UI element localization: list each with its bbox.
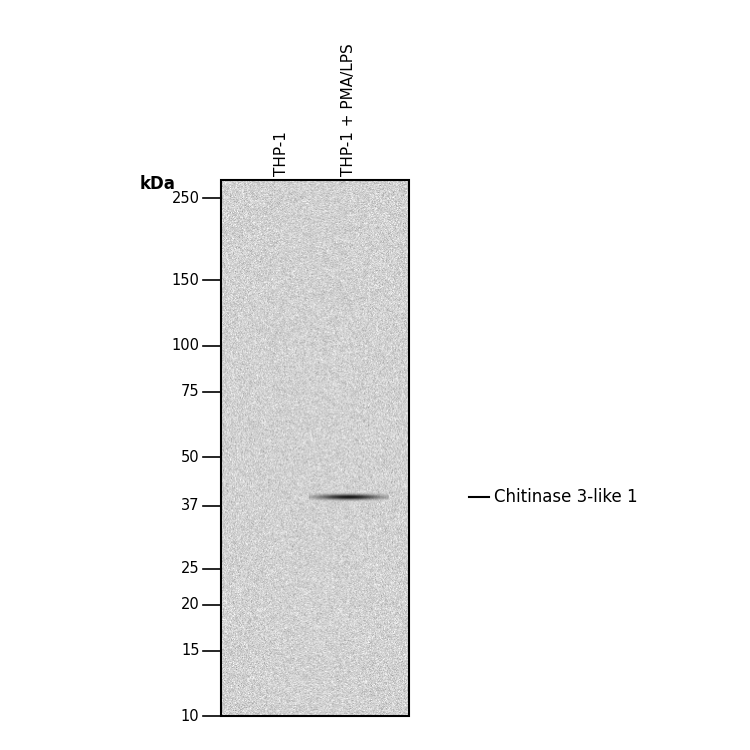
Text: Chitinase 3-like 1: Chitinase 3-like 1 (494, 488, 638, 506)
Text: 100: 100 (172, 338, 200, 353)
Text: kDa: kDa (140, 175, 176, 193)
Text: 75: 75 (181, 385, 200, 400)
Text: 10: 10 (181, 709, 200, 724)
Text: 250: 250 (172, 190, 200, 206)
Text: 150: 150 (172, 273, 200, 288)
Text: 50: 50 (181, 450, 200, 465)
Text: 20: 20 (181, 597, 200, 612)
Bar (221, 180, 409, 716)
Text: 15: 15 (181, 644, 200, 658)
Text: 25: 25 (181, 561, 200, 576)
Text: THP-1 + PMA/LPS: THP-1 + PMA/LPS (341, 44, 356, 176)
Text: THP-1: THP-1 (274, 131, 289, 176)
Text: 37: 37 (181, 498, 200, 513)
